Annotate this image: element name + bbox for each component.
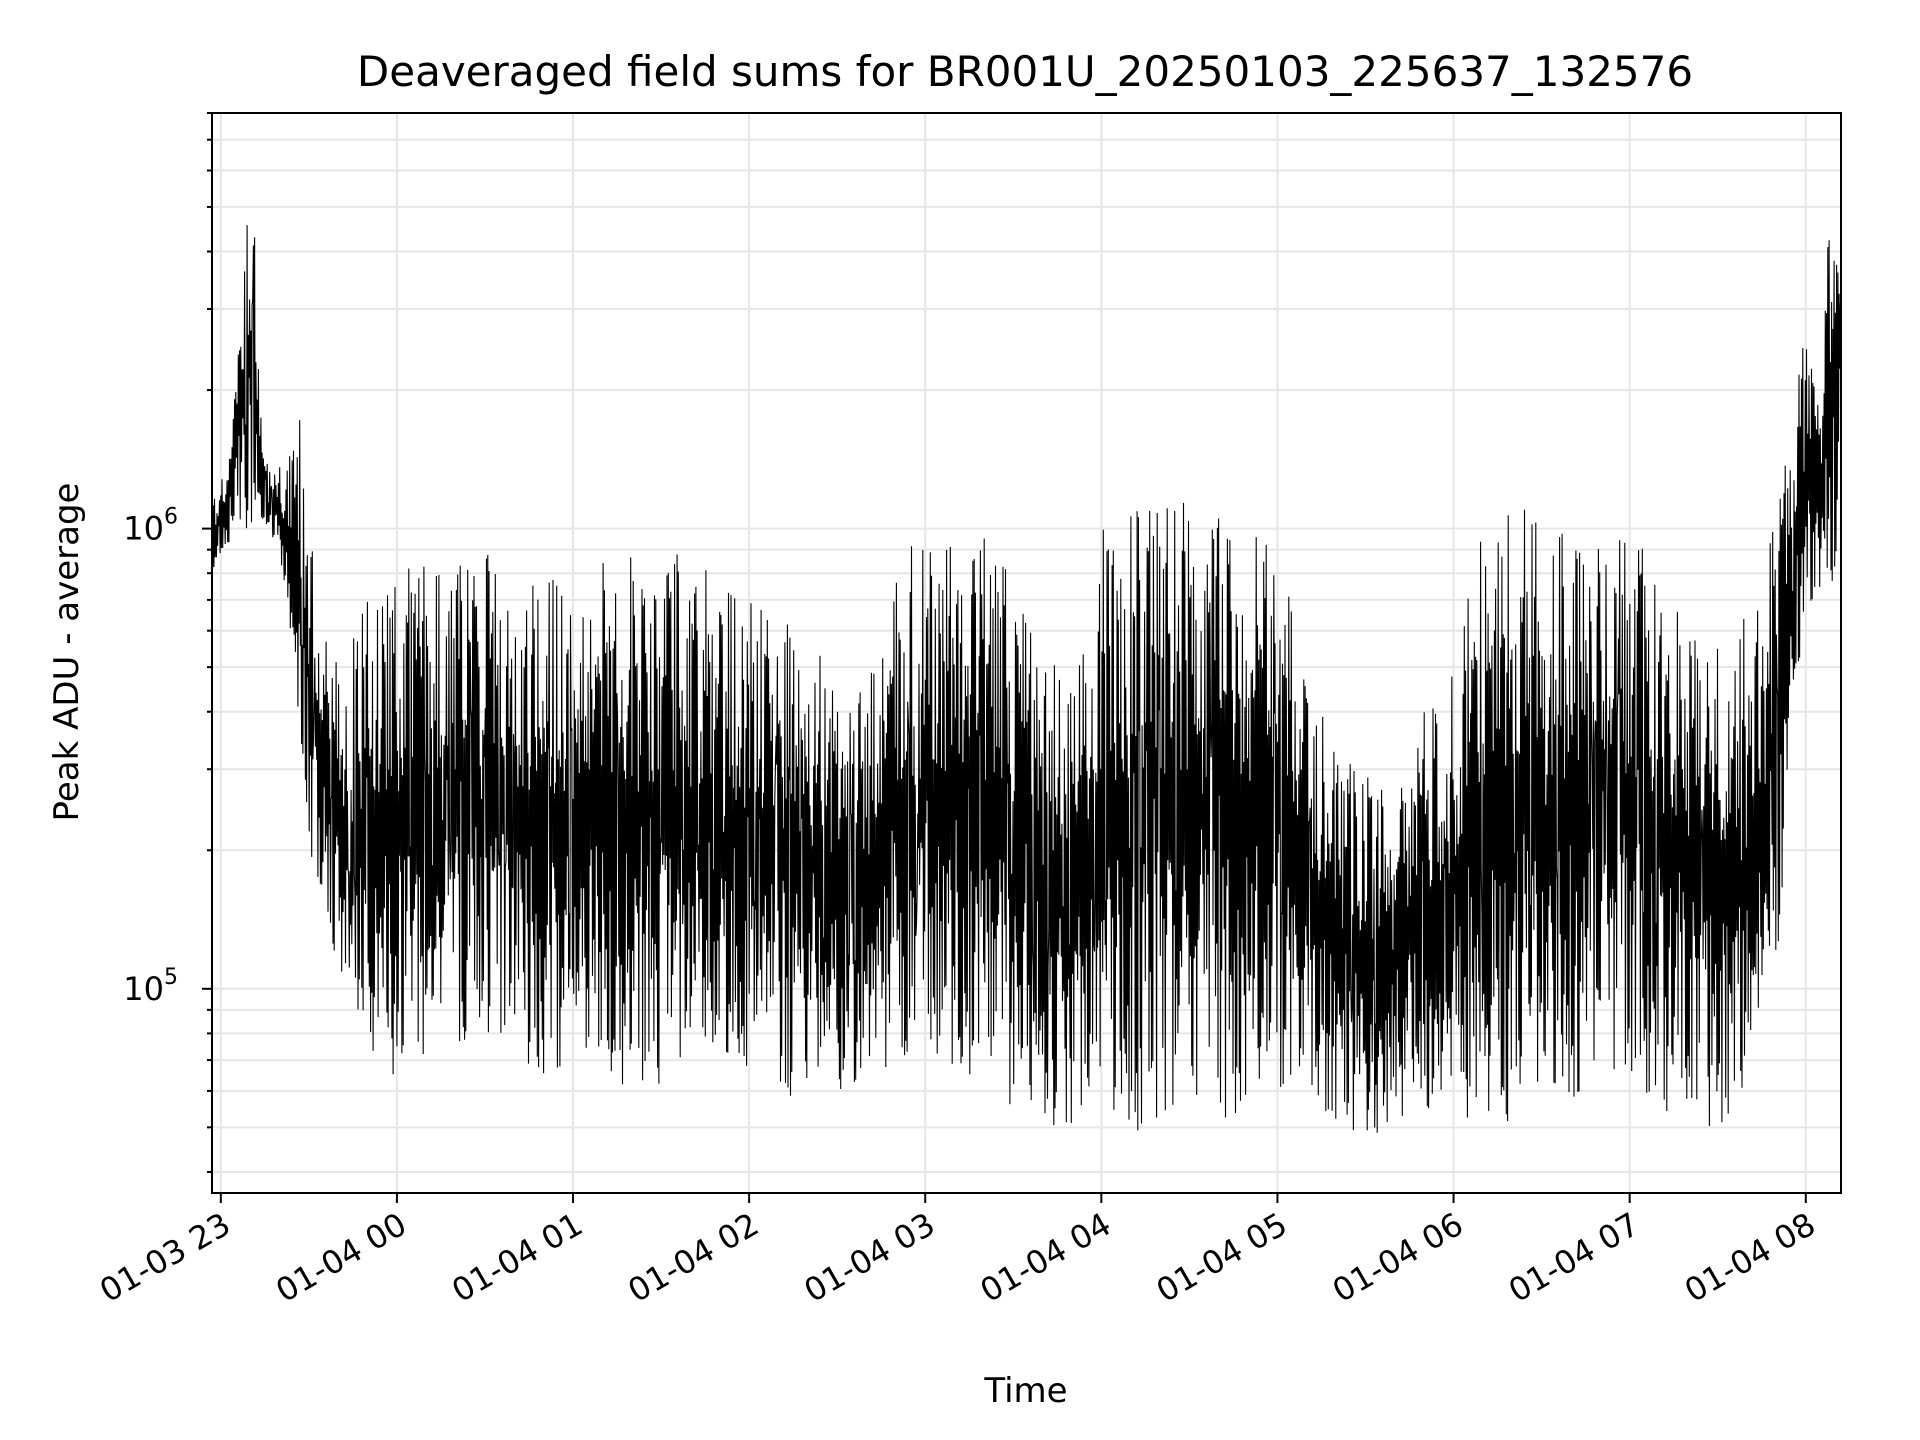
y-tick-label: 106 xyxy=(123,505,178,548)
chart-title: Deaveraged field sums for BR001U_2025010… xyxy=(357,47,1693,96)
series-line xyxy=(211,225,1842,1133)
y-axis-label: Peak ADU - average xyxy=(47,483,87,822)
y-axis-ticks: 105 106 xyxy=(123,112,212,1173)
x-axis-label: Time xyxy=(983,1371,1067,1411)
y-tick-label: 105 xyxy=(123,965,178,1008)
data-series xyxy=(211,225,1842,1133)
plot-frame xyxy=(211,112,1842,1194)
